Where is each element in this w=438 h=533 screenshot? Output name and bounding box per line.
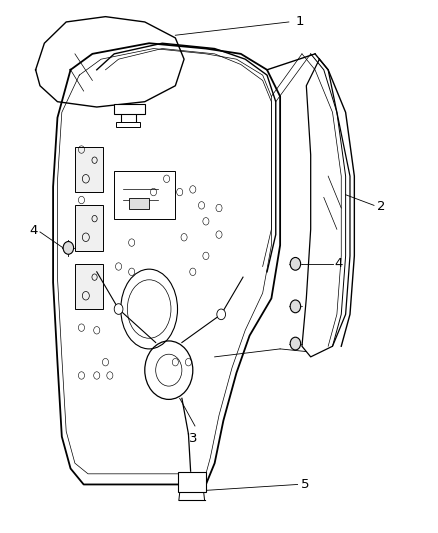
Circle shape bbox=[290, 337, 300, 350]
Bar bbox=[114, 171, 175, 219]
Circle shape bbox=[114, 304, 123, 314]
Text: 5: 5 bbox=[301, 478, 310, 491]
Bar bbox=[130, 198, 149, 209]
Circle shape bbox=[63, 241, 74, 254]
Bar bbox=[117, 122, 141, 127]
Bar bbox=[75, 205, 103, 251]
Circle shape bbox=[290, 300, 300, 313]
Bar bbox=[177, 472, 206, 492]
Text: 4: 4 bbox=[335, 257, 343, 270]
Text: 2: 2 bbox=[377, 200, 385, 213]
Bar bbox=[75, 147, 103, 192]
Circle shape bbox=[290, 257, 300, 270]
Bar bbox=[75, 264, 103, 309]
Bar bbox=[114, 104, 145, 114]
Text: 1: 1 bbox=[295, 15, 304, 28]
Circle shape bbox=[217, 309, 226, 320]
Text: 3: 3 bbox=[188, 432, 197, 446]
Text: 4: 4 bbox=[29, 224, 38, 237]
